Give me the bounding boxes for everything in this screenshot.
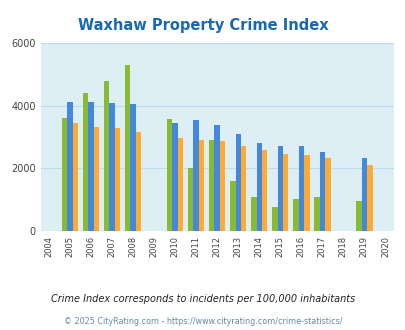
Bar xyxy=(109,103,115,231)
Bar xyxy=(136,132,141,231)
Bar xyxy=(250,197,256,231)
Bar xyxy=(282,154,288,231)
Bar xyxy=(303,155,309,231)
Bar xyxy=(220,141,225,231)
Bar xyxy=(130,104,136,231)
Bar xyxy=(177,138,183,231)
Text: Crime Index corresponds to incidents per 100,000 inhabitants: Crime Index corresponds to incidents per… xyxy=(51,294,354,304)
Bar xyxy=(256,143,261,231)
Bar xyxy=(188,168,193,231)
Bar xyxy=(361,158,366,231)
Bar xyxy=(292,199,298,231)
Bar xyxy=(88,102,94,231)
Bar xyxy=(125,65,130,231)
Bar xyxy=(313,197,319,231)
Bar xyxy=(209,140,214,231)
Bar xyxy=(72,123,78,231)
Bar xyxy=(172,123,177,231)
Bar xyxy=(261,150,267,231)
Bar xyxy=(198,140,204,231)
Bar xyxy=(166,119,172,231)
Bar xyxy=(62,118,67,231)
Bar xyxy=(83,93,88,231)
Bar xyxy=(366,165,372,231)
Bar xyxy=(214,125,220,231)
Bar xyxy=(104,81,109,231)
Text: Waxhaw Property Crime Index: Waxhaw Property Crime Index xyxy=(77,18,328,33)
Bar xyxy=(319,152,324,231)
Bar xyxy=(241,147,246,231)
Bar xyxy=(115,128,120,231)
Bar xyxy=(193,120,198,231)
Text: © 2025 CityRating.com - https://www.cityrating.com/crime-statistics/: © 2025 CityRating.com - https://www.city… xyxy=(64,317,341,326)
Bar xyxy=(235,134,241,231)
Bar xyxy=(230,182,235,231)
Bar xyxy=(277,147,282,231)
Bar xyxy=(324,158,330,231)
Bar xyxy=(298,146,303,231)
Bar xyxy=(271,207,277,231)
Bar xyxy=(94,127,99,231)
Bar xyxy=(67,102,72,231)
Bar xyxy=(355,201,361,231)
